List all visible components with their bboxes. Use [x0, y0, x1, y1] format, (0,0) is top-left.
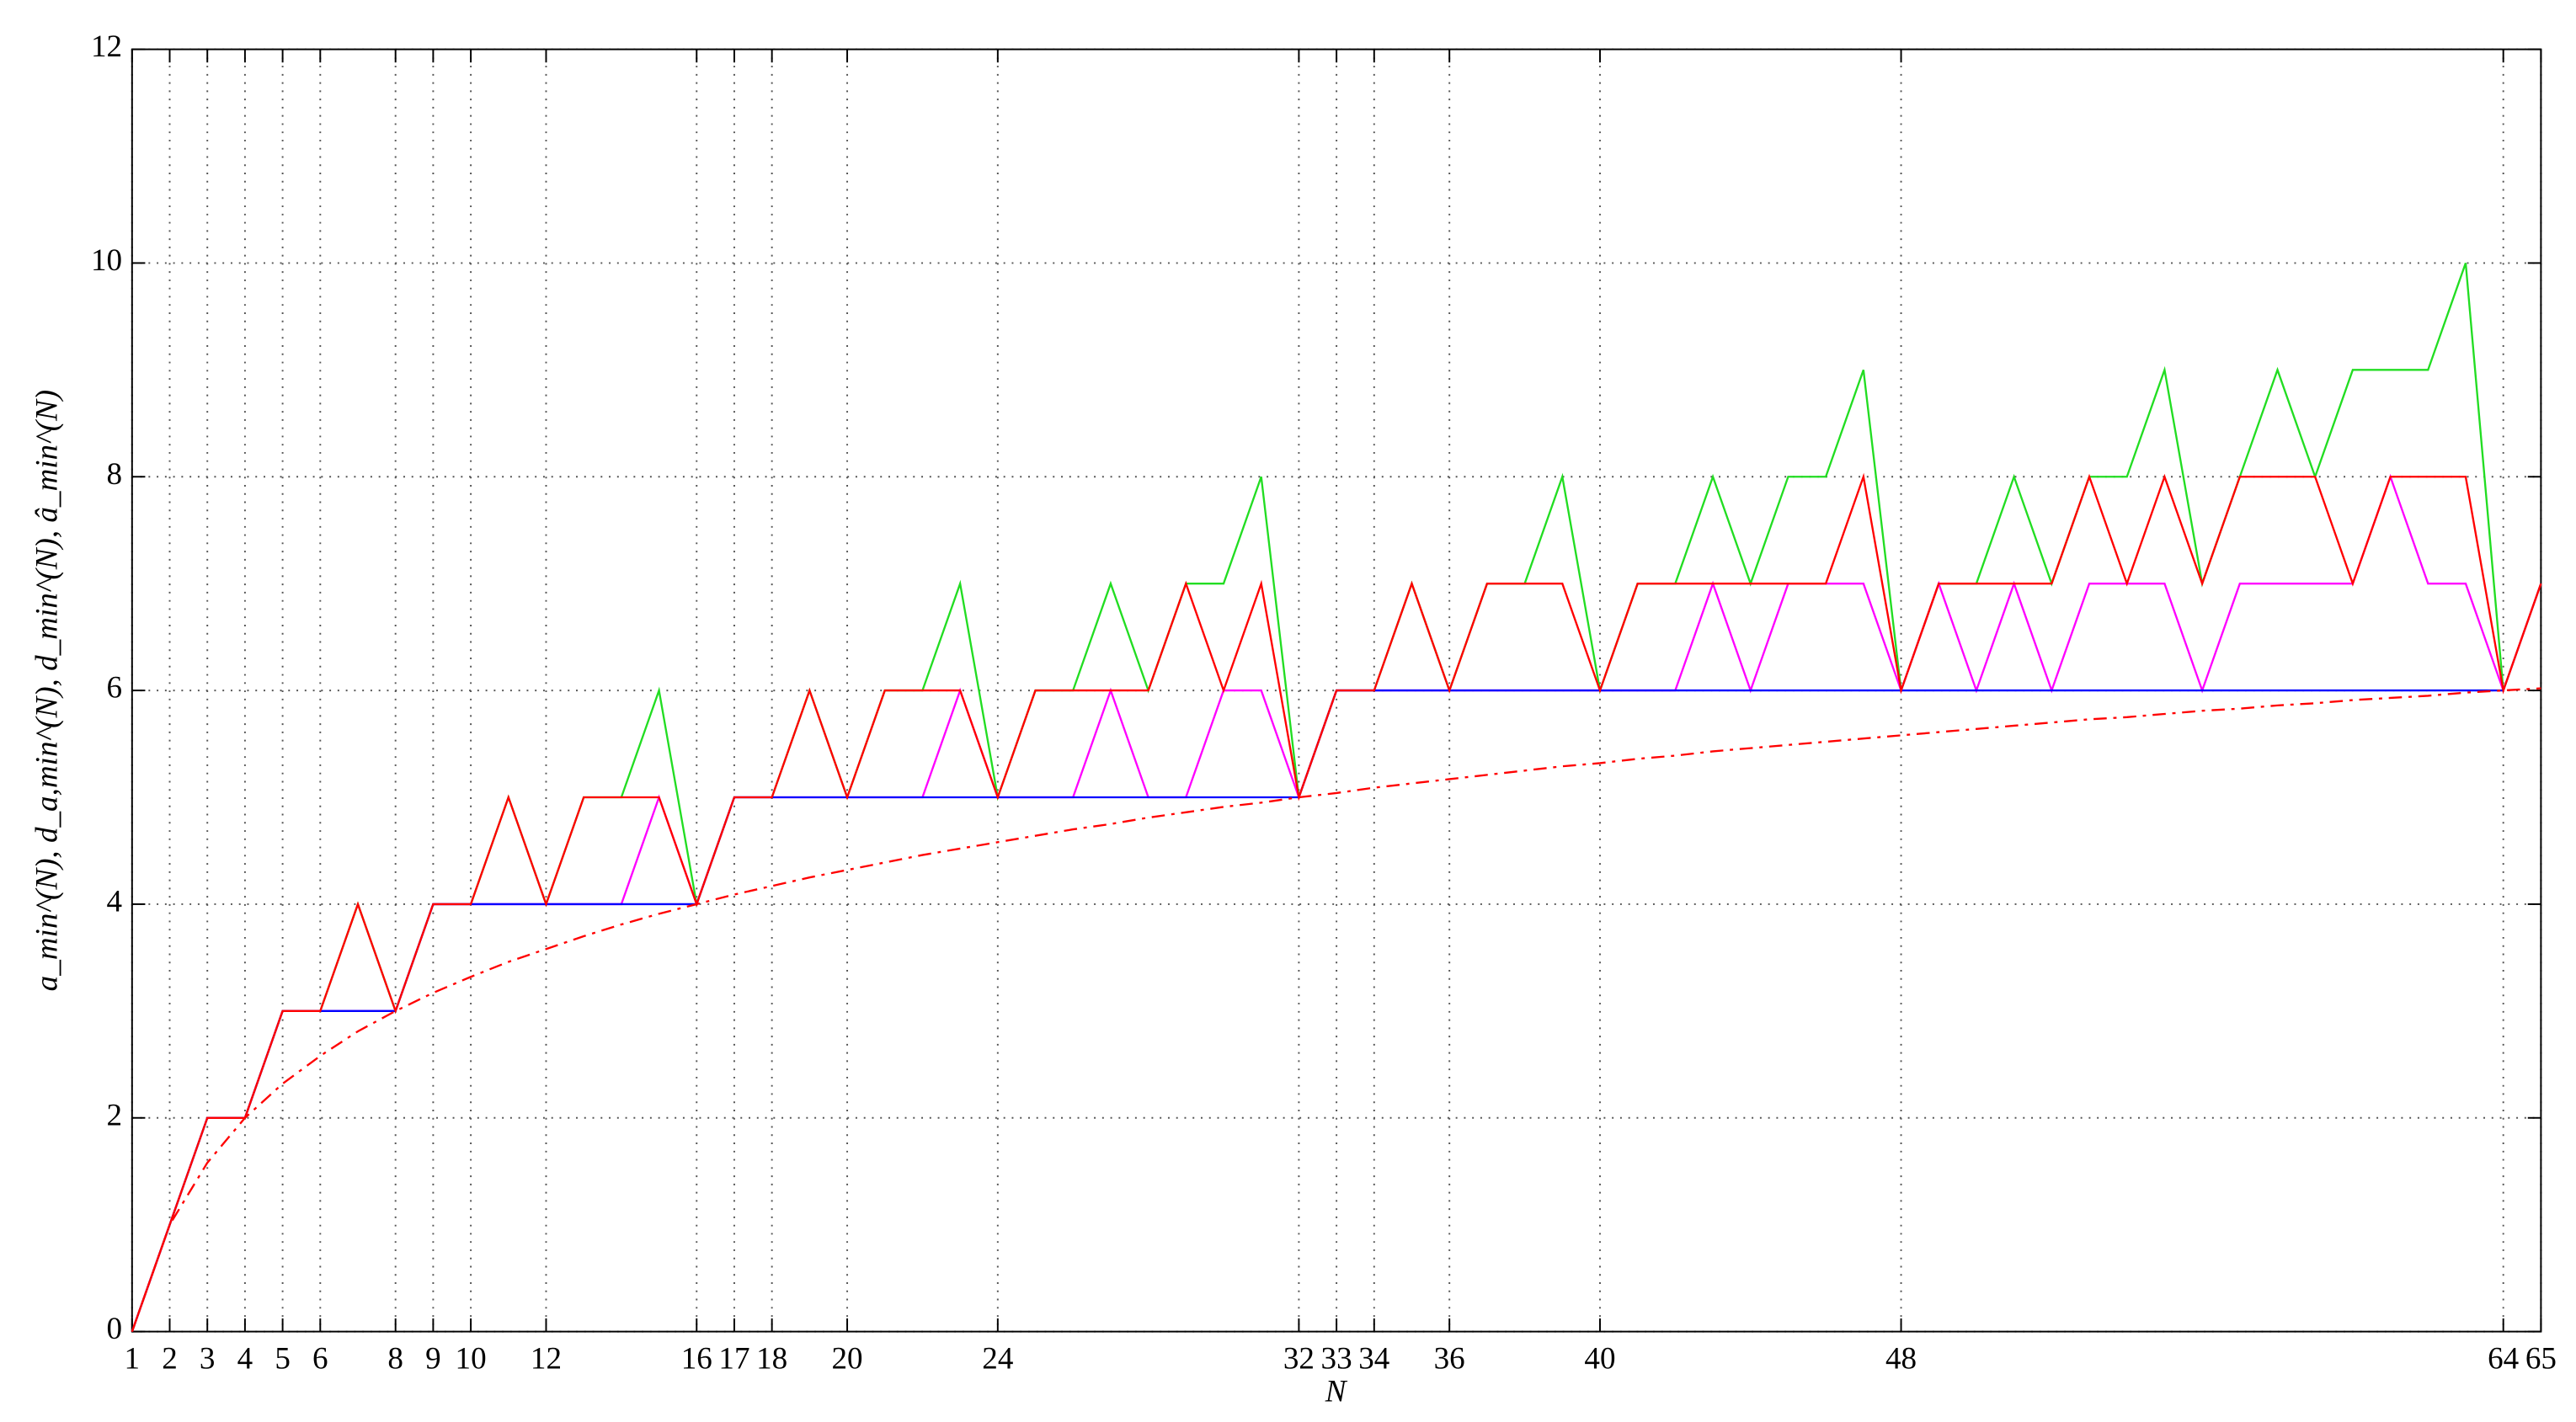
y-tick-label: 12	[91, 29, 122, 64]
x-tick-label: 24	[982, 1341, 1013, 1376]
x-tick-label: 9	[425, 1341, 441, 1376]
series-line	[131, 687, 2541, 1332]
x-tick-label: 5	[275, 1341, 291, 1376]
x-tick-label: 16	[681, 1341, 712, 1376]
x-tick-label: 40	[1584, 1341, 1615, 1376]
x-tick-label: 18	[756, 1341, 787, 1376]
y-tick-label: 8	[107, 457, 123, 492]
series-line	[131, 472, 2542, 1332]
x-tick-label: 6	[312, 1341, 328, 1376]
series-line	[131, 689, 2504, 1332]
x-tick-label: 2	[162, 1341, 178, 1376]
axes-box	[131, 48, 2542, 1333]
y-tick-label: 4	[107, 884, 123, 919]
x-tick-label: 36	[1434, 1341, 1465, 1376]
y-axis-label: a_min^(N), d_a,min^(N), d_min^(N), â_min…	[30, 390, 65, 991]
y-tick-label: 2	[107, 1098, 123, 1132]
x-tick-label: 32	[1283, 1341, 1315, 1376]
x-axis-label: N	[1325, 1374, 1348, 1409]
x-tick-label: 20	[832, 1341, 863, 1376]
x-tick-label: 3	[200, 1341, 216, 1376]
x-tick-label: 48	[1885, 1341, 1917, 1376]
x-tick-label: 4	[237, 1341, 253, 1376]
x-tick-label: 8	[387, 1341, 403, 1376]
x-tick-label: 12	[531, 1341, 562, 1376]
x-tick-label: 34	[1358, 1341, 1389, 1376]
x-tick-label: 65	[2525, 1341, 2557, 1376]
y-tick-label: 0	[107, 1312, 123, 1346]
x-tick-label: 17	[718, 1341, 749, 1376]
y-tick-label: 6	[107, 671, 123, 706]
x-tick-label: 10	[456, 1341, 487, 1376]
x-tick-label: 64	[2488, 1341, 2519, 1376]
y-tick-label: 10	[91, 243, 122, 278]
x-tick-label: 1	[125, 1341, 141, 1376]
x-tick-label: 33	[1321, 1341, 1352, 1376]
